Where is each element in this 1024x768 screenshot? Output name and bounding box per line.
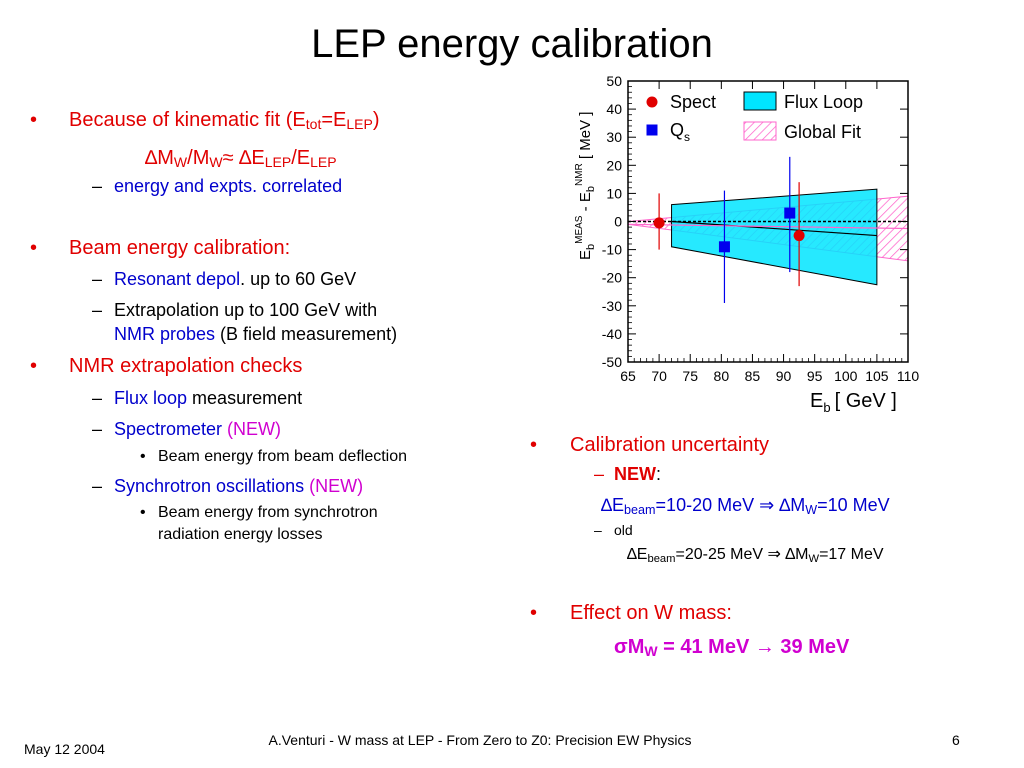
ytick-label-0: 0 [614, 214, 622, 230]
ytick-label-40: 40 [606, 101, 622, 117]
left-sub-spectrometer: – Spectrometer (NEW) [92, 419, 282, 439]
legend-flux-loop-label: Flux Loop [784, 92, 863, 112]
legend-qs-label: Qs [670, 120, 690, 144]
ytick-label--10: -10 [602, 242, 622, 258]
xtick-label-95: 95 [807, 368, 823, 384]
point-qs-1 [784, 207, 796, 219]
xtick-label-110: 110 [897, 368, 920, 384]
legend-qs-marker [646, 124, 658, 136]
ytick-label--20: -20 [602, 270, 622, 286]
left-bullet-1: • Because of kinematic fit (Etot=ELEP) [30, 107, 380, 133]
ytick-label--30: -30 [602, 298, 622, 314]
left-subsub-beam-deflection: • Beam energy from beam deflection [140, 448, 408, 465]
chart-ylabel: EbMEAS - EbNMR [ MeV ] [574, 112, 597, 260]
left-sub-flux-loop: – Flux loop measurement [92, 388, 303, 408]
footer-page-number: 6 [952, 732, 960, 748]
left-sub-synchrotron: – Synchrotron oscillations (NEW) [92, 476, 364, 496]
xtick-label-85: 85 [745, 368, 761, 384]
band-flux-loop-center [671, 220, 877, 237]
xtick-label-105: 105 [865, 368, 889, 384]
ytick-label--50: -50 [602, 354, 622, 370]
right-bullet-2: • Effect on W mass: [530, 602, 732, 624]
band-global-fit-center [627, 223, 909, 230]
ytick-label-20: 20 [606, 157, 622, 173]
left-sub-resonant: – Resonant depol. up to 60 GeV [92, 269, 357, 289]
left-bullet-1-text: Because of kinematic fit (Etot=ELEP) [69, 109, 380, 132]
chart-xlabel: Eb[ GeV ] [810, 390, 897, 415]
xtick-label-100: 100 [834, 368, 858, 384]
right-formula-sigma: σMW = 41 MeV → 39 MeV [614, 636, 850, 659]
legend-spect-label: Spect [670, 92, 716, 112]
xtick-label-65: 65 [620, 368, 636, 384]
ytick-label-30: 30 [606, 129, 622, 145]
ytick-label-10: 10 [606, 185, 622, 201]
xtick-label-75: 75 [682, 368, 698, 384]
legend-global-fit-label: Global Fit [784, 122, 861, 142]
legend-flux-loop-marker [743, 91, 777, 111]
left-subsub-synchrotron-losses-line2: radiation energy losses [158, 526, 323, 543]
right-sub-old: – old [594, 522, 633, 538]
point-spect-0 [653, 217, 665, 229]
left-sub-correlated: – energy and expts. correlated [92, 176, 343, 196]
right-bullet-1: • Calibration uncertainty [530, 434, 769, 456]
xtick-label-80: 80 [714, 368, 730, 384]
footer-date: May 12 2004 [24, 741, 105, 757]
ytick-label--40: -40 [602, 326, 622, 342]
left-formula-mw-elep: ∆MW/MW≈ ∆ELEP/ELEP [145, 147, 337, 170]
point-spect-1 [793, 230, 805, 242]
left-bullet-2: • Beam energy calibration: [30, 237, 291, 259]
right-formula-old: ∆Ebeam=20-25 MeV ⇒ ∆MW=17 MeV [627, 546, 884, 565]
right-sub-new: – NEW: [594, 464, 662, 484]
band-flux-loop [671, 188, 878, 286]
xtick-label-90: 90 [776, 368, 792, 384]
left-bullet-3: • NMR extrapolation checks [30, 355, 303, 377]
legend-global-fit-marker [743, 121, 777, 141]
slide-title: LEP energy calibration [311, 22, 713, 66]
ytick-label-50: 50 [606, 73, 622, 89]
point-qs-0 [718, 241, 730, 253]
legend-spect-marker [646, 96, 658, 108]
right-formula-new: ∆Ebeam=10-20 MeV ⇒ ∆MW=10 MeV [601, 495, 890, 517]
left-sub-nmr-probes: NMR probes (B field measurement) [114, 324, 398, 344]
bullet-dot: • [30, 109, 38, 131]
left-subsub-synchrotron-losses: • Beam energy from synchrotron [140, 504, 378, 521]
left-sub-extrapolation: – Extrapolation up to 100 GeV with [92, 300, 378, 320]
xtick-label-70: 70 [651, 368, 667, 384]
calibration-chart: 65 70 75 80 85 90 95 100 105 110 -50 -40 -30 -20 -10 0 1… [574, 73, 920, 415]
footer-title: A.Venturi - W mass at LEP - From Zero to… [268, 732, 692, 748]
